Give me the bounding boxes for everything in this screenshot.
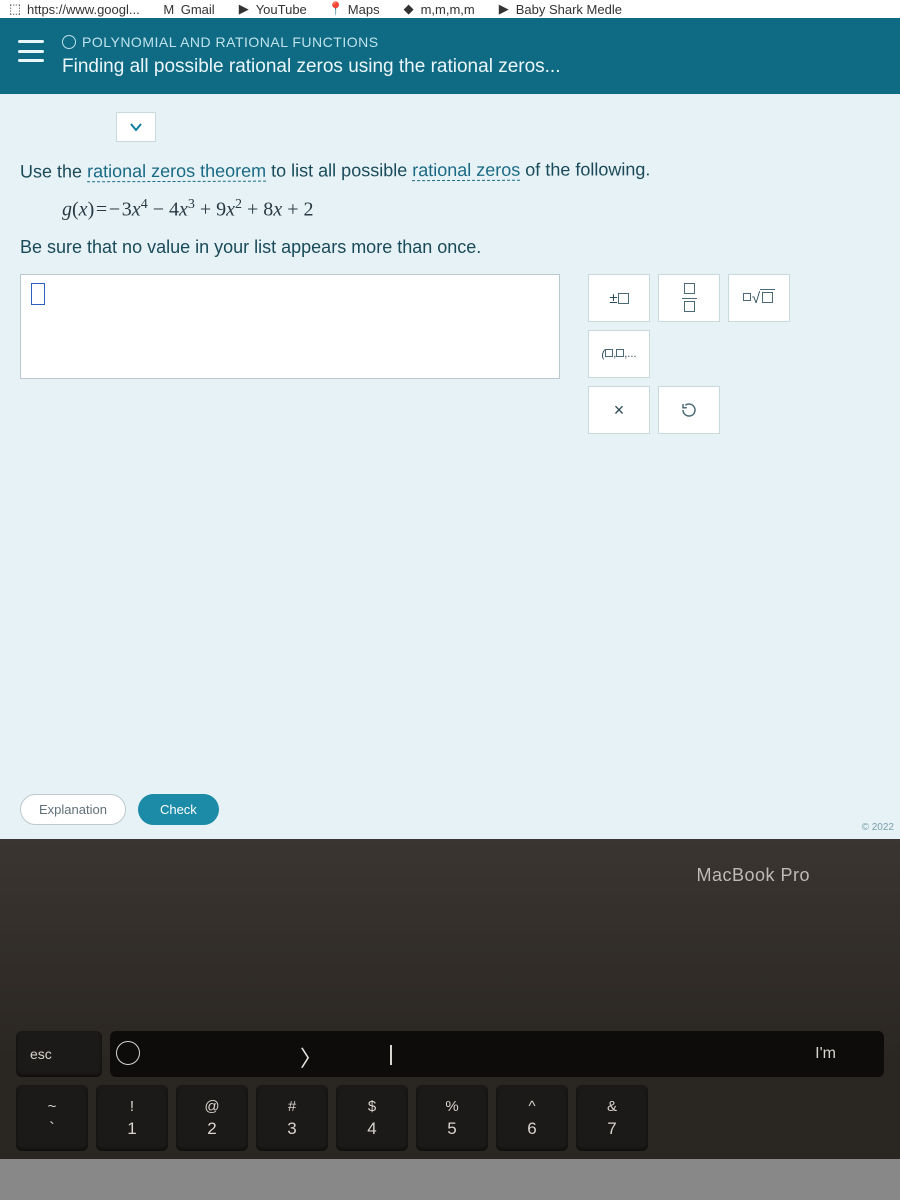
equation: g(x) = − 3x4 − 4x3 + 9x2 + 8x + 2 [62,197,880,222]
gmail-icon: M [162,2,176,16]
bookmark-label: m,m,m,m [421,2,475,17]
instruction-part: Use the [20,161,87,181]
bookmark-item[interactable]: M Gmail [162,2,215,17]
macbook-label: MacBook Pro [696,865,810,886]
breadcrumb: POLYNOMIAL AND RATIONAL FUNCTIONS [62,34,882,50]
bookmark-label: Maps [348,2,380,17]
bookmark-item[interactable]: ▶ YouTube [237,2,307,17]
new-tab-icon: ⬚ [8,2,22,16]
breadcrumb-text: POLYNOMIAL AND RATIONAL FUNCTIONS [82,34,379,50]
youtube-icon: ▶ [237,2,251,16]
keyboard: esc 〉 I'm ~` !1 @2 #3 $4 %5 ^6 &7 [0,1019,900,1159]
palette-clear-button[interactable]: × [588,386,650,434]
page-title: Finding all possible rational zeros usin… [62,56,882,78]
palette-list-button[interactable]: (,,... [588,330,650,378]
emoji-icon [116,1041,140,1065]
input-cursor-icon [31,283,45,305]
key-esc[interactable]: esc [16,1031,102,1077]
glossary-link[interactable]: rational zeros theorem [87,161,266,183]
bookmarks-bar: ⬚ https://www.googl... M Gmail ▶ YouTube… [0,0,900,18]
palette-reset-button[interactable] [658,386,720,434]
copyright-text: © 2022 [862,822,894,833]
chevron-down-icon [129,120,143,134]
palette-nth-root-button[interactable]: √ [728,274,790,322]
action-bar: Explanation Check [20,794,880,825]
hamburger-icon[interactable] [18,40,44,62]
symbol-palette: ± √ (,,... × [588,274,790,434]
palette-plus-minus-button[interactable]: ± [588,274,650,322]
bookmark-label: Baby Shark Medle [516,2,622,17]
topic-circle-icon [62,35,76,49]
answer-input[interactable] [20,274,560,379]
key-5[interactable]: %5 [416,1085,488,1151]
bookmark-label: https://www.googl... [27,2,140,17]
work-area: Use the rational zeros theorem to list a… [0,94,900,839]
bookmark-label: YouTube [256,2,307,17]
generic-icon: ◆ [402,2,416,16]
instruction-part: to list all possible [266,160,412,181]
instruction-part: of the following. [520,159,650,179]
bookmark-item[interactable]: 📍 Maps [329,2,380,17]
key-6[interactable]: ^6 [496,1085,568,1151]
bookmark-label: Gmail [181,2,215,17]
key-3[interactable]: #3 [256,1085,328,1151]
key-4[interactable]: $4 [336,1085,408,1151]
touch-bar[interactable]: 〉 I'm [110,1031,884,1077]
key-1[interactable]: !1 [96,1085,168,1151]
palette-spacer [658,330,720,378]
maps-icon: 📍 [329,2,343,16]
youtube-icon: ▶ [497,2,511,16]
glossary-link[interactable]: rational zeros [412,160,520,181]
key-7[interactable]: &7 [576,1085,648,1151]
check-button[interactable]: Check [138,794,219,825]
explanation-button[interactable]: Explanation [20,794,126,825]
touchbar-cursor-icon [390,1045,392,1065]
palette-fraction-button[interactable] [658,274,720,322]
reset-icon [680,401,698,419]
instruction-text: Use the rational zeros theorem to list a… [20,154,880,186]
touchbar-suggestion: I'm [815,1045,836,1063]
macbook-chassis: MacBook Pro esc 〉 I'm ~` !1 @2 #3 $4 %5 … [0,839,900,1159]
palette-spacer [728,330,790,378]
bookmark-item[interactable]: ◆ m,m,m,m [402,2,475,17]
collapse-toggle[interactable] [116,112,156,142]
touchbar-angle-icon: 〉 [300,1041,322,1073]
instruction-note: Be sure that no value in your list appea… [20,237,880,258]
key-backtick[interactable]: ~` [16,1085,88,1151]
app-header: POLYNOMIAL AND RATIONAL FUNCTIONS Findin… [0,18,900,94]
bookmark-item[interactable]: ▶ Baby Shark Medle [497,2,622,17]
bookmark-item[interactable]: ⬚ https://www.googl... [8,2,140,17]
key-2[interactable]: @2 [176,1085,248,1151]
